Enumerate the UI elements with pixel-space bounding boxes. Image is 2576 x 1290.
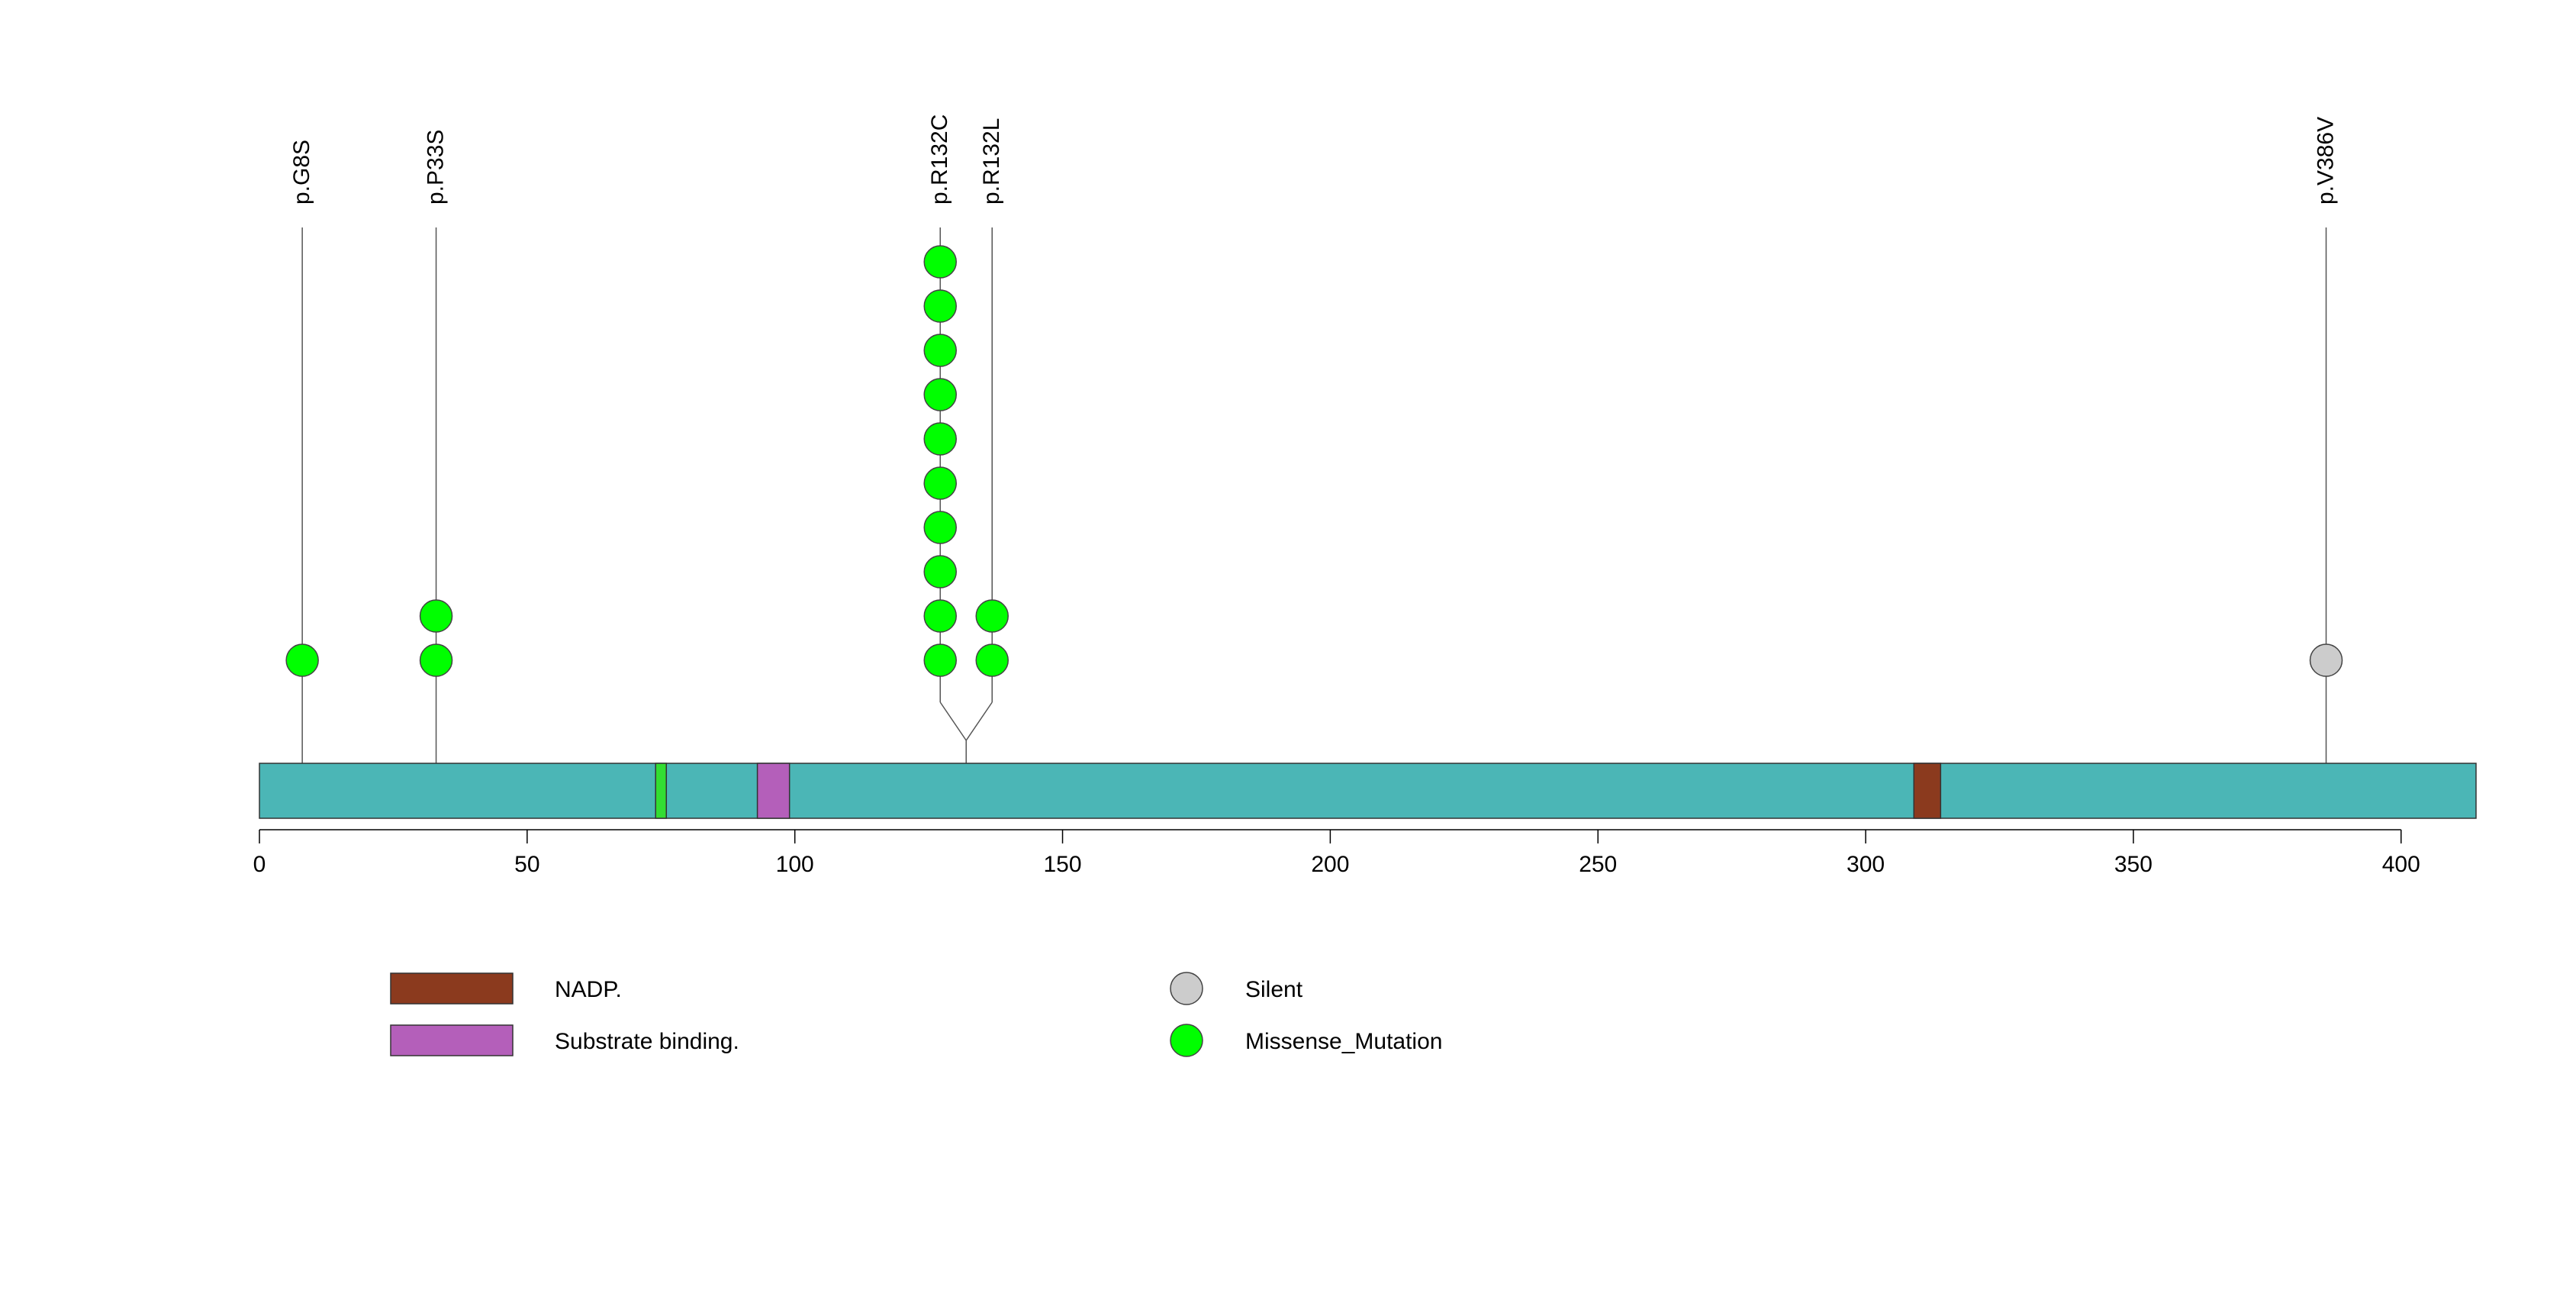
mutation-label: p.V386V [2314, 117, 2339, 205]
mutation-label: p.R132L [979, 118, 1004, 205]
x-tick-label: 50 [514, 852, 539, 877]
mutation-dot[interactable] [923, 289, 957, 323]
x-tick-label: 250 [1579, 852, 1617, 877]
mutation-stems [301, 227, 2327, 818]
stem-branch-3 [965, 701, 993, 741]
domain-2 [1913, 763, 1942, 819]
x-tick-label: 400 [2382, 852, 2420, 877]
legend-mutation-label: Silent [1245, 977, 1303, 1002]
mutation-labels: p.G8S p.P33S p.R132C p.R132L p.V386V [289, 114, 2338, 205]
mutation-dot[interactable] [923, 599, 957, 633]
mutation-dot[interactable] [2309, 643, 2343, 677]
legend-domain-label: Substrate binding. [555, 1029, 739, 1054]
domain-0 [655, 763, 668, 819]
mutation-dot[interactable] [419, 643, 453, 677]
mutation-dot[interactable] [923, 334, 957, 367]
mutation-dot[interactable] [923, 466, 957, 500]
x-tick-label: 300 [1847, 852, 1885, 877]
mutation-label: p.G8S [289, 140, 314, 205]
mutation-dots [285, 245, 2343, 677]
mutation-dot[interactable] [419, 599, 453, 633]
domain-1 [756, 763, 791, 819]
mutation-dot[interactable] [923, 422, 957, 456]
mutation-dot[interactable] [923, 643, 957, 677]
mutation-label: p.R132C [927, 114, 952, 205]
mutation-label: p.P33S [423, 130, 449, 205]
mutation-dot[interactable] [923, 245, 957, 279]
legend-mutation-label: Missense_Mutation [1245, 1029, 1442, 1054]
mutation-dot[interactable] [923, 378, 957, 411]
legend-mutation-swatch [1170, 972, 1203, 1005]
x-tick-label: 350 [2114, 852, 2153, 877]
stem-branch-2 [939, 701, 967, 741]
x-tick-label: 0 [253, 852, 266, 877]
mutation-dot[interactable] [285, 643, 319, 677]
x-tick-label: 150 [1044, 852, 1082, 877]
x-tick-label: 200 [1311, 852, 1349, 877]
legend-mutation-swatch [1170, 1024, 1203, 1057]
mutation-dot[interactable] [923, 511, 957, 544]
x-tick-label: 100 [776, 852, 814, 877]
protein-track [259, 763, 2477, 819]
mutation-dot[interactable] [975, 599, 1009, 633]
legend-domain-swatch [390, 972, 514, 1005]
legend: NADP. Substrate binding. Silent Missense_Mu… [390, 972, 1442, 1057]
mutation-dot[interactable] [975, 643, 1009, 677]
legend-domain-label: NADP. [555, 977, 622, 1002]
x-axis: 0 50 100 150 200 250 300 350 400 [253, 829, 2420, 877]
legend-domain-swatch [390, 1024, 514, 1056]
protein-bar [259, 763, 2477, 819]
mutation-dot[interactable] [923, 555, 957, 589]
